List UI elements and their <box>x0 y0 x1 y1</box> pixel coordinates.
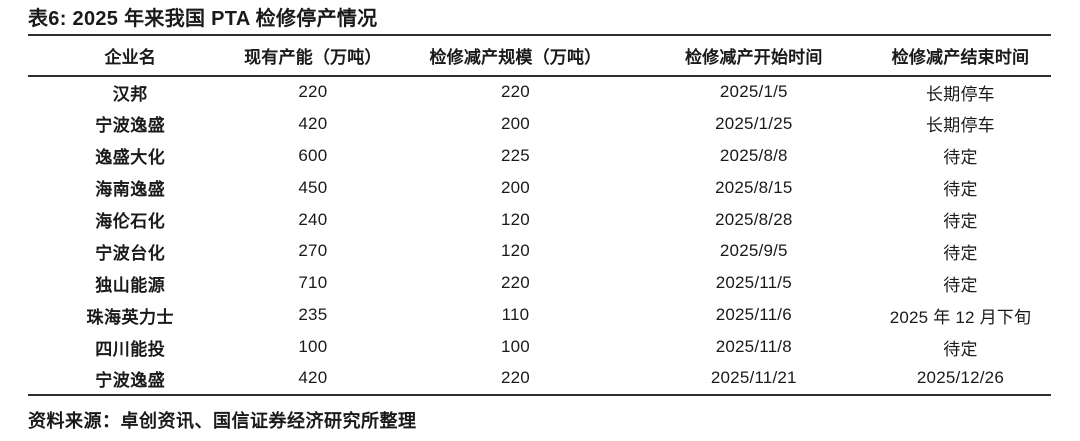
cell-reduction-scale: 100 <box>500 337 530 357</box>
cell-start-date: 2025/11/5 <box>715 273 792 293</box>
cell-start-date: 2025/8/28 <box>715 209 793 229</box>
cell-capacity: 420 <box>298 113 328 133</box>
cell-end-date: 2025/12/26 <box>869 363 1051 396</box>
cell-capacity: 600 <box>298 145 328 165</box>
cell-reduction-scale: 110 <box>501 305 530 325</box>
cell-end-date: 长期停车 <box>926 84 995 104</box>
cell-end-date: 2025 年 12 月下旬 <box>889 307 1032 327</box>
cell-reduction-scale: 220 <box>393 363 638 396</box>
cell-start-date: 2025/11/6 <box>715 305 792 325</box>
cell-reduction-scale: 200 <box>500 177 530 197</box>
table-header-row: 企业名 现有产能（万吨） 检修减产规模（万吨） 检修减产开始时间 检修减产结束时… <box>28 36 1051 77</box>
table-row: 四川能投 100 100 2025/11/8 待定 <box>28 331 1051 363</box>
cell-capacity: 220 <box>298 82 328 102</box>
cell-reduction-scale: 220 <box>500 273 530 293</box>
cell-start-date: 2025/1/25 <box>715 113 793 133</box>
cell-company: 海伦石化 <box>95 212 166 231</box>
cell-end-date: 待定 <box>943 339 978 359</box>
table-row: 宁波台化 270 120 2025/9/5 待定 <box>28 235 1051 267</box>
cell-capacity: 240 <box>298 209 328 229</box>
table-row: 海南逸盛 450 200 2025/8/15 待定 <box>28 172 1051 204</box>
cell-company: 逸盛大化 <box>95 148 166 168</box>
cell-end-date: 待定 <box>943 212 978 231</box>
cell-start-date: 2025/1/5 <box>719 82 788 102</box>
cell-company: 宁波台化 <box>95 243 166 263</box>
cell-reduction-scale: 120 <box>500 241 530 261</box>
column-header-reduction-scale: 检修减产规模（万吨） <box>393 36 638 77</box>
cell-company: 宁波逸盛 <box>28 363 233 396</box>
table-row: 海伦石化 240 120 2025/8/28 待定 <box>28 204 1051 236</box>
column-header-end-date: 检修减产结束时间 <box>869 36 1051 77</box>
cell-company: 汉邦 <box>112 84 148 104</box>
cell-company: 海南逸盛 <box>95 180 166 200</box>
cell-capacity: 270 <box>298 241 328 261</box>
cell-capacity: 100 <box>298 337 328 357</box>
cell-capacity: 420 <box>232 363 394 396</box>
cell-start-date: 2025/9/5 <box>719 241 788 261</box>
cell-end-date: 待定 <box>943 148 978 168</box>
cell-start-date: 2025/8/8 <box>719 145 788 165</box>
cell-reduction-scale: 200 <box>500 113 530 133</box>
table-row: 宁波逸盛 420 220 2025/11/21 2025/12/26 <box>28 363 1051 396</box>
table-title: 表6: 2025 年来我国 PTA 检修停产情况 <box>28 0 1051 36</box>
table-row: 独山能源 710 220 2025/11/5 待定 <box>28 267 1051 299</box>
cell-end-date: 待定 <box>943 243 978 263</box>
cell-company: 独山能源 <box>95 275 166 295</box>
cell-capacity: 450 <box>298 177 328 197</box>
cell-reduction-scale: 220 <box>500 82 530 102</box>
cell-company: 珠海英力士 <box>86 307 175 327</box>
cell-end-date: 待定 <box>943 180 978 200</box>
pta-maintenance-table: 企业名 现有产能（万吨） 检修减产规模（万吨） 检修减产开始时间 检修减产结束时… <box>28 36 1051 396</box>
cell-capacity: 710 <box>298 273 328 293</box>
table-row: 汉邦 220 220 2025/1/5 长期停车 <box>28 76 1051 108</box>
column-header-company: 企业名 <box>28 36 233 77</box>
table-row: 宁波逸盛 420 200 2025/1/25 长期停车 <box>28 108 1051 140</box>
cell-company: 四川能投 <box>95 339 166 359</box>
cell-reduction-scale: 225 <box>500 145 530 165</box>
cell-end-date: 待定 <box>943 275 978 295</box>
table-row: 珠海英力士 235 110 2025/11/6 2025 年 12 月下旬 <box>28 299 1051 331</box>
column-header-capacity: 现有产能（万吨） <box>232 36 394 77</box>
data-source: 资料来源：卓创资讯、国信证券经济研究所整理 <box>28 410 417 431</box>
cell-company: 宁波逸盛 <box>95 116 166 136</box>
cell-start-date: 2025/11/8 <box>715 337 792 357</box>
column-header-start-date: 检修减产开始时间 <box>637 36 870 77</box>
cell-capacity: 235 <box>298 305 328 325</box>
table-body: 汉邦 220 220 2025/1/5 长期停车 宁波逸盛 420 200 2025/1/25 长… <box>28 76 1051 396</box>
cell-start-date: 2025/8/15 <box>715 177 793 197</box>
cell-reduction-scale: 120 <box>500 209 530 229</box>
table-row: 逸盛大化 600 225 2025/8/8 待定 <box>28 140 1051 172</box>
cell-end-date: 长期停车 <box>926 116 995 136</box>
cell-start-date: 2025/11/21 <box>637 363 870 396</box>
